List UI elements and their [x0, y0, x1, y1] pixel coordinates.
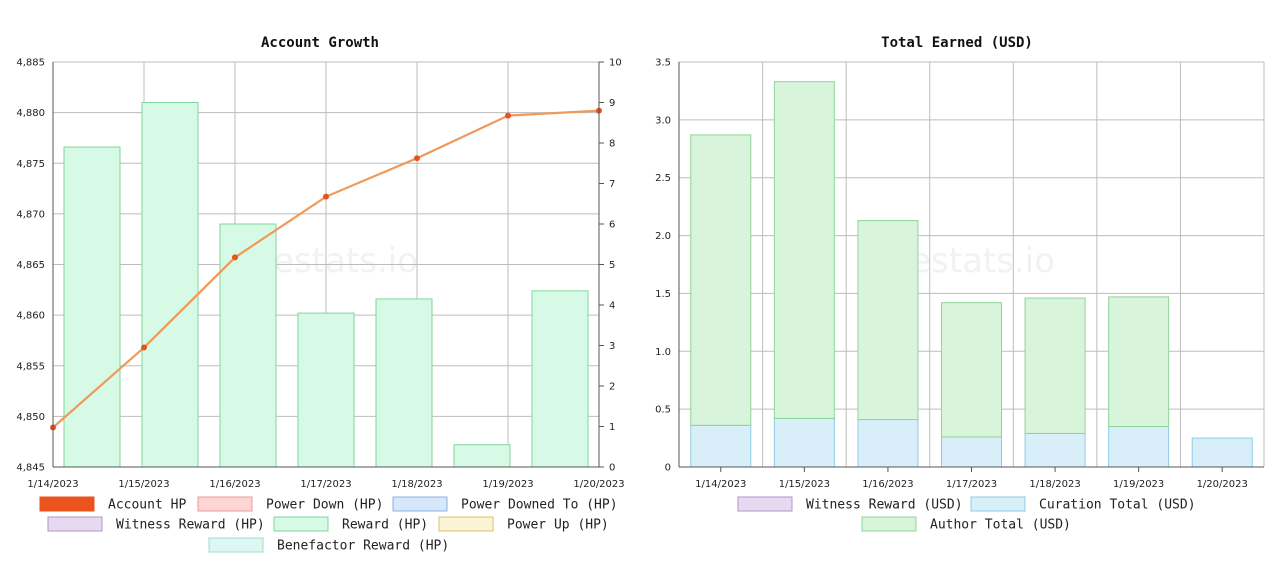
x-tick-label: 1/17/2023 — [946, 479, 997, 490]
legend-label: Power Up (HP) — [507, 518, 609, 533]
y-tick-label: 0 — [665, 463, 671, 474]
curation-bar — [941, 436, 1002, 468]
legend-swatch — [392, 496, 448, 512]
y-tick-label: 4,850 — [16, 412, 45, 423]
y-tick-label: 4,865 — [16, 260, 45, 271]
legend-swatch — [438, 516, 494, 532]
x-tick-label: 1/19/2023 — [1113, 479, 1164, 490]
legend-swatch — [737, 496, 793, 512]
y2-tick-label: 5 — [609, 260, 615, 271]
x-tick-label: 1/18/2023 — [391, 479, 442, 490]
total-earned-axes: 0 0.5 1.0 1.5 2.0 2.5 3.0 3.5 1/14/2023 1/15/2023… — [655, 58, 1264, 490]
y2-tick-label: 2 — [609, 382, 615, 393]
y2-tick-label: 10 — [609, 58, 622, 69]
legend-label: Power Down (HP) — [266, 498, 383, 513]
y2-tick-label: 9 — [609, 98, 615, 109]
total-earned-legend: Witness Reward (USD) Curation Total (USD)… — [737, 496, 1196, 533]
curation-bar — [857, 419, 919, 468]
y2-tick-label: 8 — [609, 139, 615, 150]
x-tick-label: 1/20/2023 — [573, 479, 624, 490]
legend-label: Reward (HP) — [342, 518, 428, 533]
x-tick-label: 1/20/2023 — [1197, 479, 1248, 490]
reward-bar — [531, 290, 589, 468]
account-growth-legend: Account HP Power Down (HP) Power Downed To… — [39, 496, 618, 554]
curation-bar — [1108, 426, 1170, 468]
y2-tick-label: 1 — [609, 422, 615, 433]
curation-bar — [1024, 432, 1086, 468]
x-tick-label: 1/16/2023 — [862, 479, 913, 490]
legend-label: Power Downed To (HP) — [461, 498, 618, 513]
curation-bar — [1191, 437, 1253, 468]
x-tick-label: 1/14/2023 — [695, 479, 746, 490]
y-tick-label: 4,880 — [16, 108, 45, 119]
y-tick-label: 1.5 — [655, 289, 671, 300]
x-tick-label: 1/15/2023 — [118, 479, 169, 490]
reward-bar — [453, 444, 511, 468]
x-tick-label: 1/19/2023 — [482, 479, 533, 490]
y-tick-label: 4,875 — [16, 159, 45, 170]
account-hp-point — [414, 155, 420, 162]
author-bar — [773, 81, 835, 419]
y-tick-label: 4,860 — [16, 311, 45, 322]
author-bar — [941, 302, 1002, 438]
curation-bar — [690, 424, 752, 468]
y2-tick-label: 3 — [609, 341, 615, 352]
x-tick-label: 1/15/2023 — [779, 479, 830, 490]
reward-bar — [141, 102, 199, 468]
reward-bar — [219, 223, 277, 468]
author-bar — [1108, 296, 1170, 427]
legend-swatch — [39, 496, 95, 512]
legend-swatch — [47, 516, 103, 532]
author-bar — [857, 220, 919, 421]
y-tick-label: 4,845 — [16, 463, 45, 474]
x-tick-label: 1/14/2023 — [27, 479, 78, 490]
reward-bar — [297, 312, 355, 468]
reward-bar — [63, 146, 121, 468]
y-tick-label: 2.5 — [655, 173, 671, 184]
legend-label: Author Total (USD) — [930, 518, 1071, 533]
legend-label: Witness Reward (HP) — [116, 518, 265, 533]
x-tick-label: 1/18/2023 — [1029, 479, 1080, 490]
legend-label: Benefactor Reward (HP) — [277, 539, 449, 554]
y2-tick-label: 7 — [609, 179, 615, 190]
account-growth-axes: 4,845 4,850 4,855 4,860 4,865 4,870 4,875 4,880… — [16, 58, 624, 491]
legend-swatch — [273, 516, 329, 532]
legend-swatch — [861, 516, 917, 532]
reward-bar — [375, 298, 433, 468]
y2-tick-label: 4 — [609, 301, 615, 312]
legend-swatch — [970, 496, 1026, 512]
account-growth-chart: Account Growth hivestats.io 4,8454,8504,… — [16, 35, 624, 554]
account-hp-point — [323, 193, 329, 200]
total-earned-title: Total Earned (USD) — [881, 35, 1033, 51]
curation-bar — [773, 417, 835, 468]
legend-swatch — [197, 496, 253, 512]
y2-tick-label: 6 — [609, 220, 615, 231]
y-tick-label: 2.0 — [655, 231, 671, 242]
reward-hp-bars — [63, 102, 589, 468]
y2-tick-label: 0 — [609, 463, 615, 474]
legend-label: Account HP — [108, 498, 186, 513]
y-tick-label: 4,885 — [16, 58, 45, 69]
legend-label: Curation Total (USD) — [1039, 498, 1196, 513]
y-tick-label: 3.5 — [655, 58, 671, 69]
legend-swatch — [208, 537, 264, 553]
author-bar — [1024, 297, 1086, 434]
account-hp-point — [141, 344, 147, 351]
x-tick-label: 1/16/2023 — [209, 479, 260, 490]
author-bar — [690, 134, 752, 426]
y-tick-label: 4,855 — [16, 361, 45, 372]
account-hp-point — [505, 112, 511, 119]
y-tick-label: 4,870 — [16, 209, 45, 220]
y-tick-label: 3.0 — [655, 115, 671, 126]
legend-label: Witness Reward (USD) — [806, 498, 963, 513]
account-hp-line — [50, 107, 602, 431]
total-earned-chart: Total Earned (USD) hivestats.io 00.51.01… — [655, 35, 1265, 533]
total-earned-bars — [690, 81, 1253, 468]
x-tick-label: 1/17/2023 — [300, 479, 351, 490]
y-tick-label: 0.5 — [655, 405, 671, 416]
account-growth-title: Account Growth — [261, 35, 379, 51]
account-hp-point — [232, 254, 238, 261]
y-tick-label: 1.0 — [655, 347, 671, 358]
